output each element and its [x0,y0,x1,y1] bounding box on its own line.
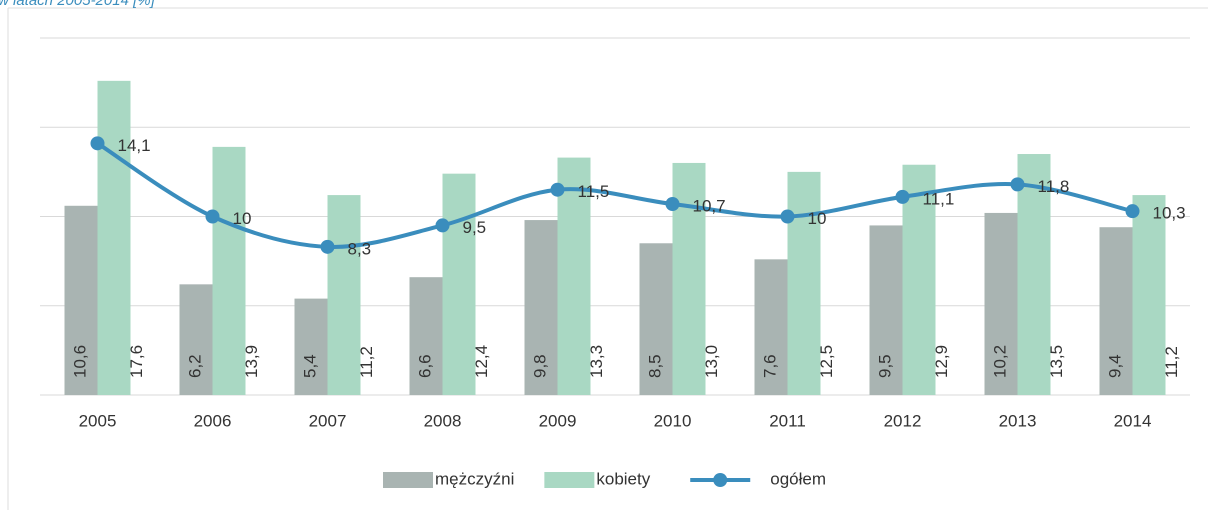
x-tick-label: 2008 [424,411,462,430]
bar-value-label: 13,5 [1047,345,1066,378]
line-value-label: 11,8 [1038,177,1070,196]
bar-value-label: 8,5 [645,354,664,378]
bar [902,164,936,395]
x-tick-label: 2006 [194,411,232,430]
x-tick-label: 2007 [309,411,347,430]
bar-value-label: 11,2 [357,346,376,378]
bar-value-label: 12,4 [472,345,491,378]
bar-value-label: 6,6 [415,354,434,378]
bar-value-label: 13,9 [242,345,261,378]
line-value-label: 9,5 [463,218,487,237]
bar [442,173,476,395]
bar-value-label: 9,4 [1105,354,1124,378]
legend-label: kobiety [596,469,650,488]
bar-value-label: 5,4 [300,354,319,378]
legend-swatch [544,472,595,488]
bar [1099,227,1133,395]
bar-value-label: 11,2 [1162,346,1181,378]
line-marker [435,218,450,233]
bar [97,80,131,395]
bar [179,284,213,395]
bar-value-label: 10,2 [990,345,1009,378]
line-marker [665,197,680,212]
line-value-label: 10 [808,209,827,228]
bar [787,171,821,395]
line-value-label: 8,3 [348,239,372,258]
bar-value-label: 12,5 [817,345,836,378]
bar-value-label: 12,9 [932,345,951,378]
line-value-label: 10,3 [1153,204,1186,223]
bar-value-label: 17,6 [127,345,146,378]
legend-label: mężczyźni [435,469,514,488]
x-tick-label: 2005 [79,411,117,430]
bar [327,195,361,395]
bar-value-label: 13,0 [702,345,721,378]
bar [212,146,246,395]
bar [1017,154,1051,395]
line-marker [780,209,795,224]
bar [754,259,788,395]
bar-value-label: 9,5 [875,354,894,378]
bar [524,220,558,395]
x-tick-label: 2011 [769,411,806,430]
bar [294,298,328,395]
line-value-label: 11,1 [923,189,955,208]
line [96,141,1133,249]
x-tick-label: 2012 [884,411,922,430]
line-marker [1010,177,1025,192]
bar [557,157,591,395]
bar-value-label: 7,6 [760,354,779,378]
line-marker [320,239,335,254]
x-tick-label: 2009 [539,411,577,430]
bar-value-label: 9,8 [530,354,549,378]
x-tick-label: 2014 [1114,411,1152,430]
bar [639,243,673,395]
legend-swatch [383,472,433,488]
legend-label: ogółem [770,469,826,488]
bar [984,212,1018,395]
x-tick-label: 2010 [654,411,692,430]
bar [869,225,903,395]
line-marker [205,209,220,224]
bar [409,277,443,395]
bar-value-label: 6,2 [185,354,204,378]
bar-value-label: 13,3 [587,345,606,378]
line-value-label: 14,1 [118,136,151,155]
line-value-label: 11,5 [578,182,610,201]
line-marker [1125,204,1140,219]
legend-marker [713,473,728,487]
bar [1132,195,1166,395]
bar [64,205,98,395]
x-tick-label: 2013 [999,411,1037,430]
subtitle: w latach 2005-2014 [%] [0,0,156,9]
line-marker [550,182,565,197]
bar-value-label: 10,6 [70,345,89,378]
line-value-label: 10,7 [693,196,726,215]
line-value-label: 10 [233,209,252,228]
line-marker [90,136,105,151]
line-marker [895,189,910,204]
